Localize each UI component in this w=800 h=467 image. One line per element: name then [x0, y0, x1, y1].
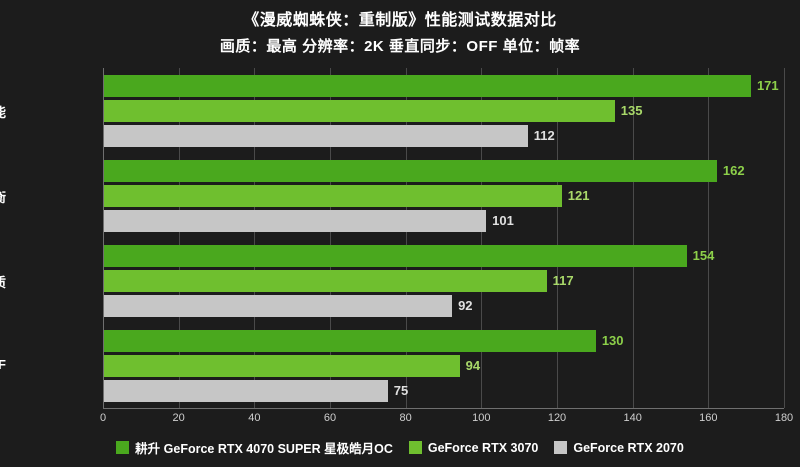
bar-value-label: 117 — [552, 272, 574, 288]
gridline — [405, 68, 407, 408]
bar-value-label: 121 — [567, 187, 590, 203]
x-axis-tick-label: 100 — [472, 412, 491, 424]
bar — [104, 99, 615, 122]
bar — [104, 244, 687, 267]
bar — [104, 329, 596, 352]
x-axis-tick-label: 60 — [323, 412, 337, 424]
legend-label: GeForce RTX 3070 — [427, 440, 539, 455]
legend-swatch-icon — [554, 441, 568, 454]
category-label: DLSS 高品质 — [0, 272, 6, 291]
bar-value-label: 171 — [756, 77, 779, 93]
gridline — [784, 68, 785, 408]
bar-value-label: 154 — [692, 247, 715, 263]
bar-value-label: 101 — [492, 212, 514, 228]
gridline — [557, 68, 558, 408]
x-axis-tick-label: 160 — [699, 412, 718, 424]
bar — [104, 184, 562, 207]
bar-value-label: 112 — [533, 127, 555, 143]
gridline — [330, 68, 331, 408]
bar-value-label: 135 — [620, 102, 643, 118]
bar-value-label: 75 — [393, 382, 409, 398]
gridline — [481, 68, 483, 408]
legend-item[interactable]: GeForce RTX 2070 — [554, 440, 684, 455]
bar — [104, 379, 388, 402]
y-axis-line — [103, 68, 104, 408]
chart-title-block: 《漫威蜘蛛侠：重制版》性能测试数据对比 画质：最高 分辨率：2K 垂直同步：OF… — [0, 8, 800, 60]
legend-label: GeForce RTX 2070 — [573, 440, 684, 455]
legend-swatch-icon — [116, 441, 130, 454]
bar — [104, 124, 528, 147]
bar-value-label: 130 — [601, 332, 624, 348]
x-axis-tick-label: 140 — [623, 412, 642, 424]
gridline — [254, 68, 256, 408]
plot-area: 0 20 40 60 80 100 120 140 160 180 171 135 112 162 121 1… — [100, 68, 793, 424]
bar — [104, 294, 453, 317]
page-title: 《漫威蜘蛛侠：重制版》性能测试数据对比 — [243, 12, 557, 29]
legend-swatch-icon — [408, 441, 422, 454]
x-axis-tick-label: 80 — [399, 412, 412, 424]
legend-item[interactable]: 耕升 GeForce RTX 4070 SUPER 星极皓月OC — [116, 438, 393, 457]
x-axis-line — [103, 408, 784, 409]
bar-value-label: 92 — [458, 297, 473, 313]
category-label: DLSS 高性能 — [0, 102, 6, 121]
gridline — [632, 68, 634, 408]
chart-subtitle: 画质：最高 分辨率：2K 垂直同步：OFF 单位：帧率 — [219, 38, 581, 55]
bar — [104, 269, 547, 292]
bar-value-label: 162 — [722, 162, 745, 178]
legend-label: 耕升 GeForce RTX 4070 SUPER 星极皓月OC — [135, 442, 393, 456]
gridline — [178, 68, 180, 408]
x-axis-tick-label: 180 — [774, 412, 794, 424]
bar — [104, 74, 751, 97]
category-label: DLSS OFF — [0, 356, 6, 372]
bar-value-label: 94 — [465, 357, 481, 373]
category-label: DLSS 平衡 — [0, 187, 6, 206]
bar — [104, 159, 717, 182]
chart-legend: 耕升 GeForce RTX 4070 SUPER 星极皓月OC GeForce … — [0, 438, 800, 457]
legend-item[interactable]: GeForce RTX 3070 — [408, 440, 539, 455]
x-axis-tick-label: 20 — [172, 412, 185, 424]
gridline — [708, 68, 710, 408]
x-axis-tick-label: 40 — [248, 412, 261, 424]
bar — [104, 209, 487, 232]
bar — [104, 354, 460, 377]
x-axis-tick-label: 120 — [547, 412, 567, 424]
x-axis-tick-label: 0 — [99, 412, 107, 424]
